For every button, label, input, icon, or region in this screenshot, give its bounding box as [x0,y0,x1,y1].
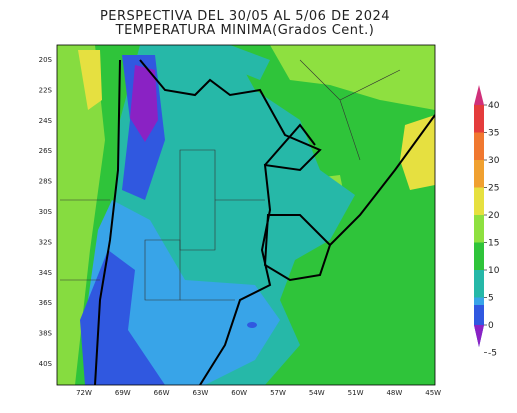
lat-label: 40S [39,360,53,368]
lat-label: 30S [39,208,53,216]
lat-label: 38S [39,330,53,338]
lon-label: 57W [270,389,286,397]
lon-label: 72W [76,389,92,397]
lon-label: 63W [192,389,208,397]
lon-label: 51W [348,389,364,397]
lon-label: 60W [231,389,247,397]
colorbar-label: 10 [488,266,500,276]
map-subtitle: TEMPERATURA MINIMA(Grados Cent.) [115,23,375,38]
lat-label: 32S [39,238,53,246]
colorbar-label: -5 [488,349,497,359]
colorbar-label: 5 [488,294,494,304]
colorbar-label: 30 [488,156,500,166]
lat-label: 24S [39,117,53,125]
lon-label: 45W [425,389,441,397]
lat-label: 28S [39,178,53,186]
lon-label: 69W [115,389,131,397]
lon-label: 48W [386,389,402,397]
colorbar [474,85,484,347]
map-title: PERSPECTIVA DEL 30/05 AL 5/06 DE 2024 [100,9,390,24]
colorbar-label: 25 [488,184,499,194]
lat-label: 34S [39,269,53,277]
lat-label: 22S [39,86,53,94]
colorbar-label: 15 [488,239,499,249]
colorbar-label: 35 [488,129,499,139]
lat-label: 20S [39,56,53,64]
map-field [57,45,435,385]
lat-label: 26S [39,147,53,155]
lon-label: 54W [309,389,325,397]
lon-label: 66W [154,389,170,397]
map-frame [56,44,436,386]
colorbar-label: 20 [488,211,500,221]
colorbar-label: 40 [488,101,500,111]
lat-label: 36S [39,299,53,307]
colorbar-label: 0 [488,321,494,331]
